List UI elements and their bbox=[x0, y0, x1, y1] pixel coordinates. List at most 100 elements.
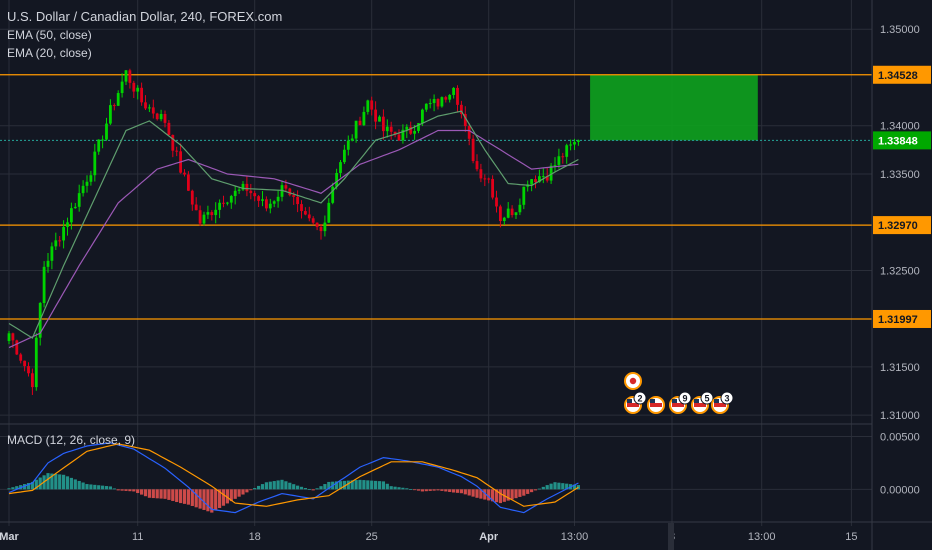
event-count-badge-3 bbox=[678, 391, 692, 405]
macd-hist-52 bbox=[210, 489, 214, 513]
candle-body-112 bbox=[444, 97, 448, 100]
candle-body-15 bbox=[66, 222, 69, 228]
macd-hist-14 bbox=[62, 474, 66, 490]
candle-body-81 bbox=[323, 222, 327, 232]
target-zone-layer bbox=[590, 74, 758, 141]
event-marker-5[interactable]: 3 bbox=[711, 391, 734, 414]
macd-hist-141 bbox=[557, 482, 561, 490]
macd-hist-75 bbox=[299, 486, 304, 490]
x-tick-label-7: 13:00 bbox=[748, 531, 776, 543]
candle-body-30 bbox=[124, 70, 128, 82]
macd-hist-64 bbox=[257, 485, 261, 490]
candle-body-4 bbox=[23, 360, 26, 367]
x-tick-label-3: 25 bbox=[366, 531, 378, 543]
macd-hist-29 bbox=[120, 489, 124, 491]
macd-hist-35 bbox=[143, 489, 148, 497]
candle-body-135 bbox=[534, 179, 537, 183]
macd-hist-39 bbox=[159, 489, 163, 499]
candle-body-129 bbox=[510, 208, 514, 216]
macd-hist-116 bbox=[459, 489, 463, 494]
macd-hist-55 bbox=[221, 489, 226, 506]
macd-hist-122 bbox=[483, 489, 487, 500]
candle-body-105 bbox=[417, 123, 420, 131]
macd-hist-61 bbox=[245, 489, 249, 493]
macd-hist-86 bbox=[342, 480, 346, 490]
macd-hist-47 bbox=[190, 489, 194, 506]
economic-events[interactable]: 2 9 5 3 bbox=[624, 372, 734, 414]
us-stripes-icon bbox=[694, 403, 706, 407]
macd-hist-107 bbox=[424, 489, 428, 492]
macd-hist-101 bbox=[401, 487, 405, 490]
candle-body-56 bbox=[226, 202, 229, 204]
event-marker-1[interactable]: 2 bbox=[624, 391, 647, 414]
time-scroll-handle[interactable] bbox=[668, 523, 674, 550]
macd-hist-33 bbox=[136, 489, 140, 494]
macd-hist-18 bbox=[77, 480, 81, 490]
candle-body-41 bbox=[167, 122, 171, 135]
macd-hist-60 bbox=[241, 489, 245, 495]
macd-hist-89 bbox=[354, 480, 358, 490]
candle-body-127 bbox=[502, 217, 506, 222]
event-marker-3[interactable]: 9 bbox=[669, 391, 692, 414]
event-marker-2[interactable] bbox=[647, 396, 665, 414]
event-count-label-4: 5 bbox=[704, 394, 709, 404]
candle-body-107 bbox=[424, 103, 428, 110]
macd-hist-69 bbox=[276, 480, 280, 490]
macd-hist-92 bbox=[366, 480, 370, 490]
candle-body-38 bbox=[155, 113, 159, 120]
candle-body-28 bbox=[116, 93, 120, 106]
event-marker-4[interactable]: 5 bbox=[691, 391, 714, 414]
candle-body-67 bbox=[268, 203, 272, 209]
macd-hist-84 bbox=[335, 481, 339, 490]
event-count-badge-1 bbox=[633, 391, 647, 405]
macd-hist-25 bbox=[104, 486, 109, 490]
macd-tick-label-0: 0.00500 bbox=[880, 431, 920, 443]
level-tag-label-1: 1.32970 bbox=[878, 220, 918, 232]
candle-body-101 bbox=[401, 129, 405, 141]
macd-hist-110 bbox=[436, 489, 440, 491]
candle-body-43 bbox=[175, 150, 179, 152]
event-marker-0[interactable] bbox=[624, 372, 642, 390]
macd-hist-82 bbox=[327, 481, 331, 490]
candle-body-141 bbox=[557, 156, 561, 165]
event-count-label-3: 9 bbox=[682, 394, 687, 404]
macd-hist-22 bbox=[93, 484, 97, 490]
legend-ema50: EMA (50, close) bbox=[7, 28, 92, 42]
candle-body-140 bbox=[553, 164, 557, 166]
candle-body-88 bbox=[350, 138, 354, 141]
macd-hist-37 bbox=[151, 489, 155, 499]
macd-hist-145 bbox=[572, 484, 577, 490]
candle-body-20 bbox=[85, 181, 89, 186]
macd-hist-106 bbox=[420, 489, 424, 492]
macd-hist-76 bbox=[303, 488, 307, 490]
macd-hist-77 bbox=[307, 489, 311, 491]
current-price-tag-bg bbox=[873, 131, 931, 150]
candle-body-90 bbox=[358, 120, 362, 126]
candle-body-21 bbox=[89, 175, 93, 182]
macd-hist-130 bbox=[514, 489, 518, 499]
candle-body-142 bbox=[561, 156, 565, 158]
candle-body-104 bbox=[413, 130, 416, 134]
macd-hist-5 bbox=[26, 482, 31, 490]
candle-body-83 bbox=[331, 186, 335, 203]
macd-hist-59 bbox=[237, 489, 241, 497]
candle-body-120 bbox=[475, 161, 479, 170]
macd-hist-65 bbox=[260, 484, 265, 490]
us-stripes-icon bbox=[627, 403, 639, 407]
candle-body-22 bbox=[93, 151, 97, 176]
candle-body-93 bbox=[370, 100, 374, 110]
candle-body-47 bbox=[190, 190, 194, 205]
candle-body-113 bbox=[448, 94, 452, 100]
macd-hist-17 bbox=[73, 479, 77, 490]
macd-hist-133 bbox=[526, 489, 530, 494]
target-zone bbox=[590, 74, 758, 141]
macd-hist-63 bbox=[253, 488, 257, 490]
candle-body-124 bbox=[491, 178, 494, 198]
candle-body-29 bbox=[120, 81, 124, 94]
macd-hist-36 bbox=[147, 489, 151, 498]
macd-hist-20 bbox=[85, 484, 89, 490]
candle-body-23 bbox=[97, 139, 101, 152]
macd-hist-11 bbox=[50, 473, 54, 490]
us-stripes-icon bbox=[672, 403, 684, 407]
